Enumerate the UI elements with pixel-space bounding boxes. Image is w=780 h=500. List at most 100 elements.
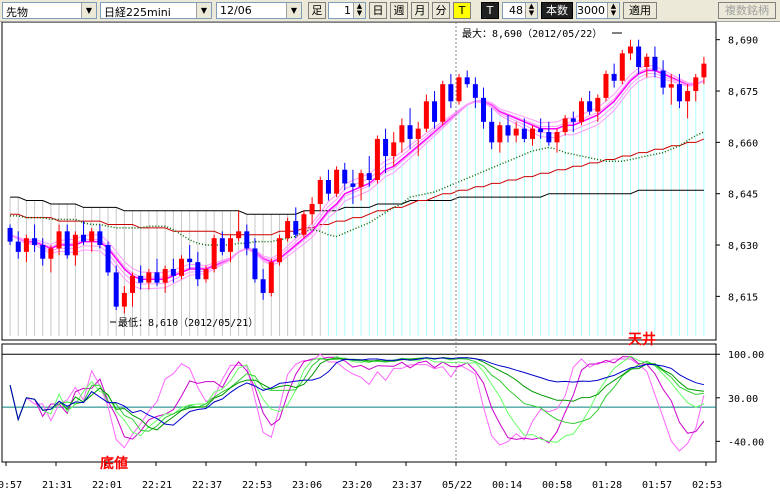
candle-body <box>521 128 527 139</box>
candle-body <box>505 125 511 136</box>
candle-body <box>440 84 446 122</box>
ma-medium-dotted-line <box>10 131 705 246</box>
bar-count-stepper[interactable]: 48 ▲ ▼ <box>502 2 538 19</box>
market-type-select[interactable]: 先物 ▼ <box>2 2 97 19</box>
candle-body <box>342 169 348 184</box>
chart-area: 8,690 8,675 8,660 8,645 8,630 8,615 100.00 30.0… <box>0 22 764 491</box>
candle-body <box>399 125 405 143</box>
time-tick-label: 00:58 <box>542 480 572 491</box>
candle-body <box>89 231 95 242</box>
oscillator-line <box>9 356 704 431</box>
time-tick-label: 20:57 <box>0 480 22 491</box>
candle-body <box>97 231 103 246</box>
period-day-button[interactable]: 日 <box>369 2 387 19</box>
oscillator-panel-frame <box>1 343 717 463</box>
candle-body <box>211 238 217 269</box>
candle-body <box>260 279 266 293</box>
candle-body <box>105 245 111 273</box>
candle-body <box>619 53 625 81</box>
instrument-value: 日経225mini <box>104 6 171 19</box>
candle-body <box>48 248 54 259</box>
price-tick-label: 8,645 <box>728 190 758 201</box>
instrument-select[interactable]: 日経225mini ▼ <box>100 2 212 19</box>
time-tick-label: 22:01 <box>92 480 122 491</box>
time-tick-label: 01:28 <box>592 480 622 491</box>
candle-body <box>170 268 176 276</box>
time-tick-label: 23:37 <box>392 480 422 491</box>
candle-body <box>489 121 495 143</box>
candle-body <box>40 245 46 259</box>
tick-count-stepper[interactable]: 3000 ▲ ▼ <box>576 2 620 19</box>
ma-short-line <box>9 75 705 290</box>
contract-select[interactable]: 12/06 ▼ <box>216 2 302 19</box>
candle-body <box>162 268 168 283</box>
candle-body <box>546 132 552 143</box>
spinner-icon[interactable]: ▲ ▼ <box>607 3 619 18</box>
candle-body <box>627 46 633 54</box>
tick-count-value: 3000 <box>577 4 605 17</box>
candle-body <box>56 231 62 249</box>
period-tick-button[interactable]: T <box>453 2 471 19</box>
candle-body <box>562 118 568 133</box>
candlestick-series <box>7 39 707 314</box>
candle-body <box>350 183 356 187</box>
candle-body <box>423 101 429 129</box>
oscillator-line <box>9 357 704 432</box>
time-tick-label: 23:06 <box>292 480 322 491</box>
period-month-button[interactable]: 月 <box>411 2 429 19</box>
candle-body <box>309 203 315 215</box>
candle-body <box>448 84 454 102</box>
tick-mode-button[interactable]: T <box>481 2 499 19</box>
chevron-down-icon[interactable]: ▼ <box>286 3 301 18</box>
spinner-icon[interactable]: ▲ ▼ <box>353 3 365 18</box>
candle-body <box>325 180 331 194</box>
price-tick-label: 8,660 <box>728 138 758 149</box>
candle-body <box>236 231 242 239</box>
spinner-icon[interactable]: ▲ ▼ <box>525 3 537 18</box>
candle-body <box>685 91 691 102</box>
candle-body <box>113 272 119 307</box>
osc-tick-label: 100.00 <box>728 350 764 361</box>
toolbar: 先物 ▼ 日経225mini ▼ 12/06 ▼ 足 1 ▲ ▼ 日 週 月 分 … <box>0 0 780 22</box>
candle-body <box>301 214 307 235</box>
candle-body <box>701 63 707 78</box>
candle-body <box>611 73 617 81</box>
multi-symbol-button[interactable]: 複数銘柄 <box>718 2 776 19</box>
time-tick-label: 05/22 <box>442 480 472 491</box>
candle-body <box>497 125 503 143</box>
candle-body <box>317 180 323 204</box>
candle-body <box>130 275 136 293</box>
candle-body <box>72 234 78 256</box>
candle-body <box>660 70 666 88</box>
chevron-down-icon[interactable]: ▼ <box>81 3 96 18</box>
oscillator-line <box>9 355 705 443</box>
candle-body <box>676 84 682 102</box>
bar-count-value: 48 <box>509 4 523 17</box>
max-price-annotation: 最大：8,690（2012/05/22） <box>462 27 602 40</box>
osc-tick-label: -40.00 <box>728 437 764 448</box>
candle-body <box>252 248 258 280</box>
candle-body <box>668 84 674 88</box>
candle-body <box>595 97 601 112</box>
period-week-button[interactable]: 週 <box>390 2 408 19</box>
candle-body <box>81 234 87 242</box>
time-tick-label: 22:53 <box>242 480 272 491</box>
candle-body <box>464 77 470 85</box>
apply-button[interactable]: 適用 <box>623 2 657 19</box>
period-minute-button[interactable]: 分 <box>432 2 450 19</box>
candle-body <box>244 231 250 249</box>
candle-body <box>432 101 438 122</box>
candle-body <box>587 101 593 112</box>
time-tick-label: 01:57 <box>642 480 672 491</box>
candle-body <box>530 128 535 139</box>
interval-stepper[interactable]: 1 ▲ ▼ <box>328 2 366 19</box>
foot-button[interactable]: 足 <box>308 2 326 19</box>
bar-count-unit-button[interactable]: 本数 <box>541 2 573 19</box>
candle-body <box>391 142 397 157</box>
ma-short-line <box>9 72 705 285</box>
candle-body <box>15 241 21 252</box>
chevron-down-icon[interactable]: ▼ <box>196 3 211 18</box>
contract-value: 12/06 <box>220 4 252 17</box>
candle-body <box>334 169 340 194</box>
candle-body <box>187 258 193 263</box>
